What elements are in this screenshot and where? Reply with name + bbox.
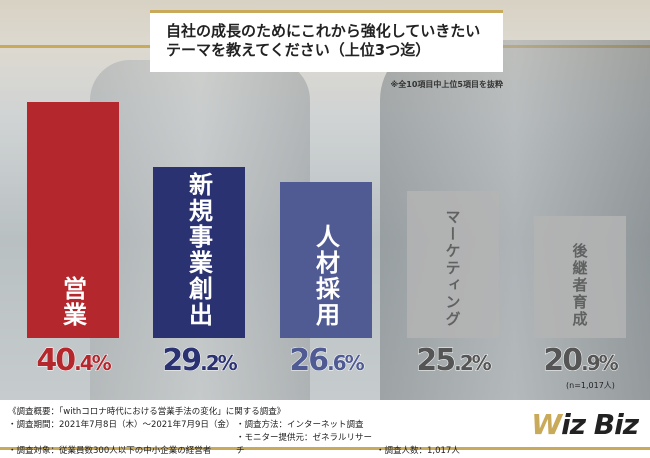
bar-3: 人材採用 xyxy=(280,182,372,338)
survey-method: ・調査方法：インターネット調査 xyxy=(236,420,364,430)
title-line-1: 自社の成長のためにこれから強化していきたい xyxy=(166,22,481,40)
bar-4: マーケティング xyxy=(407,190,499,338)
value-label: 20.9% xyxy=(543,343,619,379)
bar-label: 新規事業創出 xyxy=(184,171,213,328)
survey-provider: ・モニター提供元：ゼネラルリサーチ xyxy=(236,433,373,456)
title-line-2: テーマを教えてください（上位3つ迄） xyxy=(166,41,431,59)
bar-5: 後継者育成 xyxy=(534,215,626,338)
bar-label: 人材採用 xyxy=(311,223,340,328)
survey-period: ・調査期間：2021年7月8日（木）〜2021年7月9日（金） xyxy=(8,420,235,430)
survey-target: ・調査対象：従業員数300人以下の中小企業の経営者 xyxy=(8,446,212,456)
wizbiz-logo: Wiz Biz xyxy=(531,408,639,441)
survey-count: ・調査人数：1,017人 xyxy=(376,446,460,456)
value-label: 26.6% xyxy=(289,343,365,379)
value-label: 29.2% xyxy=(162,343,238,379)
survey-heading: 《調査概要：「withコロナ時代における営業手法の変化」に関する調査》 xyxy=(8,407,286,417)
sample-size: (n=1,017人) xyxy=(566,381,615,390)
value-label: 40.4% xyxy=(36,343,112,379)
bar-2: 新規事業創出 xyxy=(153,167,245,338)
bar-label: 営業 xyxy=(58,275,87,328)
chart-note: ※全10項目中上位5項目を抜粋 xyxy=(390,80,503,89)
value-label: 25.2% xyxy=(416,343,492,379)
chart-title: 自社の成長のためにこれから強化していきたい テーマを教えてください（上位3つ迄） xyxy=(150,10,503,72)
bar-1: 営業 xyxy=(27,101,119,338)
bar-label: マーケティング xyxy=(443,208,462,328)
bar-label: 後継者育成 xyxy=(570,242,589,328)
